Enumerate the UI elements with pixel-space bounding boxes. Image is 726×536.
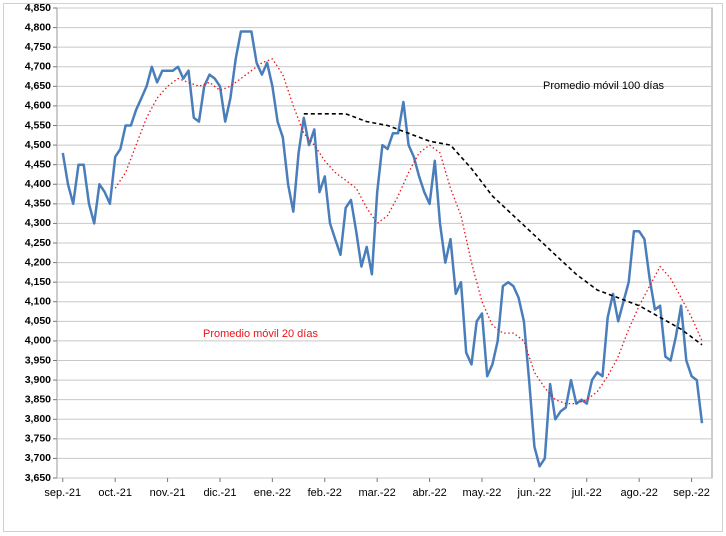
series-line xyxy=(114,58,703,405)
y-tick-label: 3,750 xyxy=(25,433,51,445)
y-tick-label: 4,100 xyxy=(25,296,51,308)
x-tick-label: may.-22 xyxy=(463,487,502,499)
x-tick-label: jun.-22 xyxy=(517,487,552,499)
x-tick-label: feb.-22 xyxy=(308,487,342,499)
y-tick-label: 4,450 xyxy=(25,158,51,170)
y-tick-label: 4,850 xyxy=(25,2,51,14)
y-tick-label: 4,000 xyxy=(25,335,51,347)
x-tick-label: nov.-21 xyxy=(150,487,186,499)
x-tick-label: sep.-22 xyxy=(673,487,710,499)
series-line xyxy=(61,30,704,468)
y-tick-label: 3,950 xyxy=(25,354,51,366)
y-tick-label: 3,900 xyxy=(25,374,51,386)
y-tick-label: 4,650 xyxy=(25,80,51,92)
series-annotation: Promedio móvil 20 días xyxy=(203,328,318,340)
y-tick-label: 4,200 xyxy=(25,256,51,268)
series-line xyxy=(303,113,703,346)
y-tick-label: 3,650 xyxy=(25,472,51,484)
series-annotation: Promedio móvil 100 días xyxy=(543,80,665,92)
y-tick-label: 4,500 xyxy=(25,139,51,151)
y-tick-label: 4,150 xyxy=(25,276,51,288)
y-tick-label: 4,400 xyxy=(25,178,51,190)
y-tick-label: 4,300 xyxy=(25,217,51,229)
y-tick-label: 4,050 xyxy=(25,315,51,327)
y-tick-label: 4,800 xyxy=(25,21,51,33)
y-tick-label: 4,750 xyxy=(25,41,51,53)
x-tick-label: oct.-21 xyxy=(98,487,132,499)
x-tick-label: sep.-21 xyxy=(44,487,81,499)
x-tick-label: mar.-22 xyxy=(359,487,396,499)
y-tick-label: 4,600 xyxy=(25,100,51,112)
y-tick-label: 4,250 xyxy=(25,237,51,249)
x-tick-label: ago.-22 xyxy=(621,487,658,499)
y-tick-label: 3,800 xyxy=(25,413,51,425)
y-tick-label: 3,700 xyxy=(25,452,51,464)
y-tick-label: 3,850 xyxy=(25,393,51,405)
x-tick-label: dic.-21 xyxy=(203,487,236,499)
y-tick-label: 4,700 xyxy=(25,61,51,73)
x-tick-label: ene.-22 xyxy=(254,487,291,499)
x-tick-label: abr.-22 xyxy=(412,487,446,499)
x-tick-label: jul.-22 xyxy=(571,487,602,499)
y-tick-label: 4,350 xyxy=(25,198,51,210)
y-tick-label: 4,550 xyxy=(25,119,51,131)
